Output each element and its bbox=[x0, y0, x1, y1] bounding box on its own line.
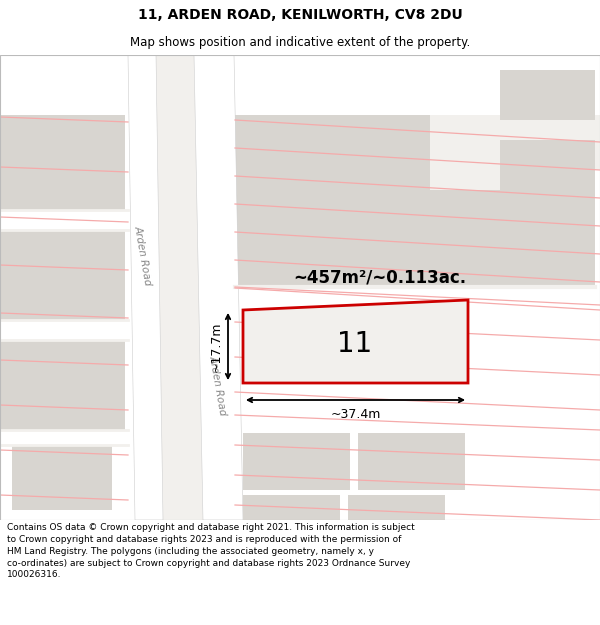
Polygon shape bbox=[430, 115, 600, 190]
Polygon shape bbox=[156, 55, 203, 520]
Bar bbox=[358, 433, 465, 490]
Polygon shape bbox=[128, 55, 163, 520]
Bar bbox=[12, 445, 112, 510]
Bar bbox=[243, 495, 340, 520]
Bar bbox=[0, 115, 125, 205]
Bar bbox=[500, 70, 595, 120]
Bar bbox=[348, 495, 445, 520]
Text: Arden Road: Arden Road bbox=[133, 224, 153, 286]
Bar bbox=[235, 115, 595, 285]
Polygon shape bbox=[194, 55, 243, 520]
Text: 11: 11 bbox=[337, 330, 373, 358]
Polygon shape bbox=[243, 300, 468, 383]
Text: Arden Road: Arden Road bbox=[208, 354, 228, 416]
Bar bbox=[0, 115, 125, 210]
Text: Contains OS data © Crown copyright and database right 2021. This information is : Contains OS data © Crown copyright and d… bbox=[7, 523, 415, 579]
Bar bbox=[500, 140, 595, 180]
Text: 11, ARDEN ROAD, KENILWORTH, CV8 2DU: 11, ARDEN ROAD, KENILWORTH, CV8 2DU bbox=[137, 8, 463, 22]
Bar bbox=[0, 340, 125, 430]
Text: Map shows position and indicative extent of the property.: Map shows position and indicative extent… bbox=[130, 36, 470, 49]
Text: ~457m²/~0.113ac.: ~457m²/~0.113ac. bbox=[293, 268, 467, 286]
Text: ~37.4m: ~37.4m bbox=[331, 408, 380, 421]
Bar bbox=[0, 230, 125, 320]
Text: ~17.7m: ~17.7m bbox=[210, 321, 223, 372]
Bar bbox=[243, 433, 350, 490]
